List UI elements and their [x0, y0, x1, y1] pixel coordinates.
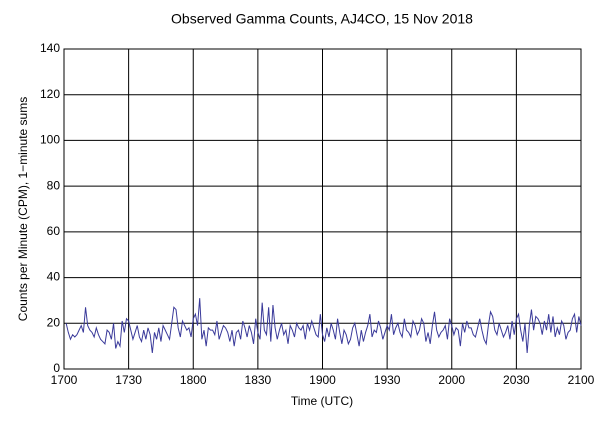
x-tick-label: 2100 [568, 373, 595, 387]
x-tick-label: 1730 [115, 373, 142, 387]
data-line [65, 298, 582, 354]
y-tick-label: 80 [47, 178, 61, 192]
y-tick-label: 120 [40, 87, 60, 101]
y-axis-label: Counts per Minute (CPM), 1−minute sums [16, 97, 30, 321]
y-tick-label: 140 [40, 41, 60, 55]
y-tick-label: 0 [53, 361, 60, 375]
y-tick-label: 60 [47, 224, 61, 238]
x-tick-label: 2030 [503, 373, 530, 387]
chart-title: Observed Gamma Counts, AJ4CO, 15 Nov 201… [171, 11, 473, 27]
y-tick-label: 20 [47, 315, 61, 329]
x-tick-label: 1900 [309, 373, 336, 387]
plot-frame [63, 48, 582, 370]
x-tick-label: 1830 [245, 373, 272, 387]
y-tick-label: 40 [47, 270, 61, 284]
x-tick-label: 1700 [51, 373, 78, 387]
x-tick-label: 1930 [374, 373, 401, 387]
x-tick-label: 1800 [180, 373, 207, 387]
x-tick-label: 2000 [438, 373, 465, 387]
y-tick-label: 100 [40, 133, 60, 147]
x-axis-label: Time (UTC) [291, 394, 353, 408]
